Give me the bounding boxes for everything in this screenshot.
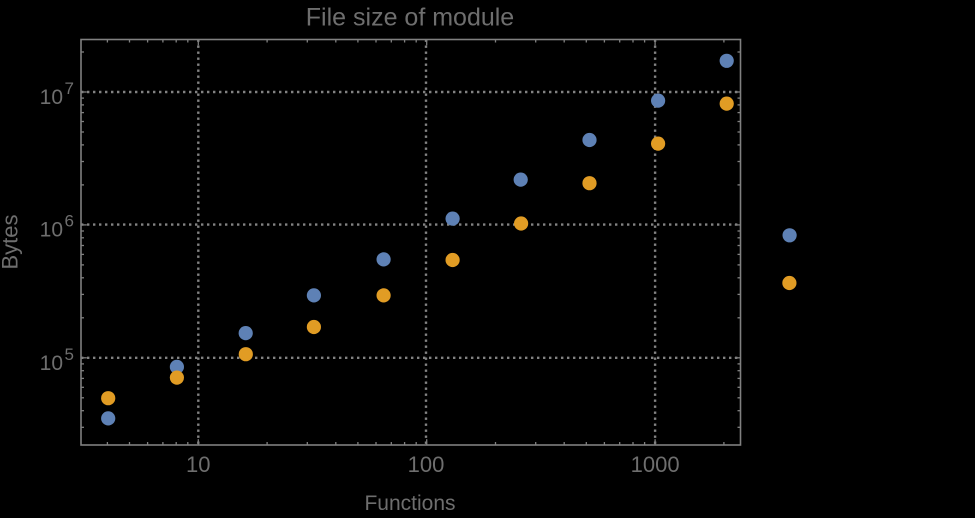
svg-text:10: 10	[40, 86, 63, 109]
svg-text:5: 5	[65, 345, 74, 364]
svg-text:10: 10	[40, 352, 63, 375]
svg-text:100: 100	[408, 452, 445, 477]
svg-text:Functions: Functions	[364, 492, 455, 513]
svg-text:10: 10	[186, 452, 210, 477]
svg-text:10: 10	[40, 219, 63, 242]
svg-text:7: 7	[65, 79, 74, 98]
svg-text:File size of module: File size of module	[306, 4, 514, 32]
svg-text:1000: 1000	[631, 452, 680, 477]
svg-text:Bytes: Bytes	[0, 214, 23, 269]
svg-text:6: 6	[65, 212, 74, 231]
